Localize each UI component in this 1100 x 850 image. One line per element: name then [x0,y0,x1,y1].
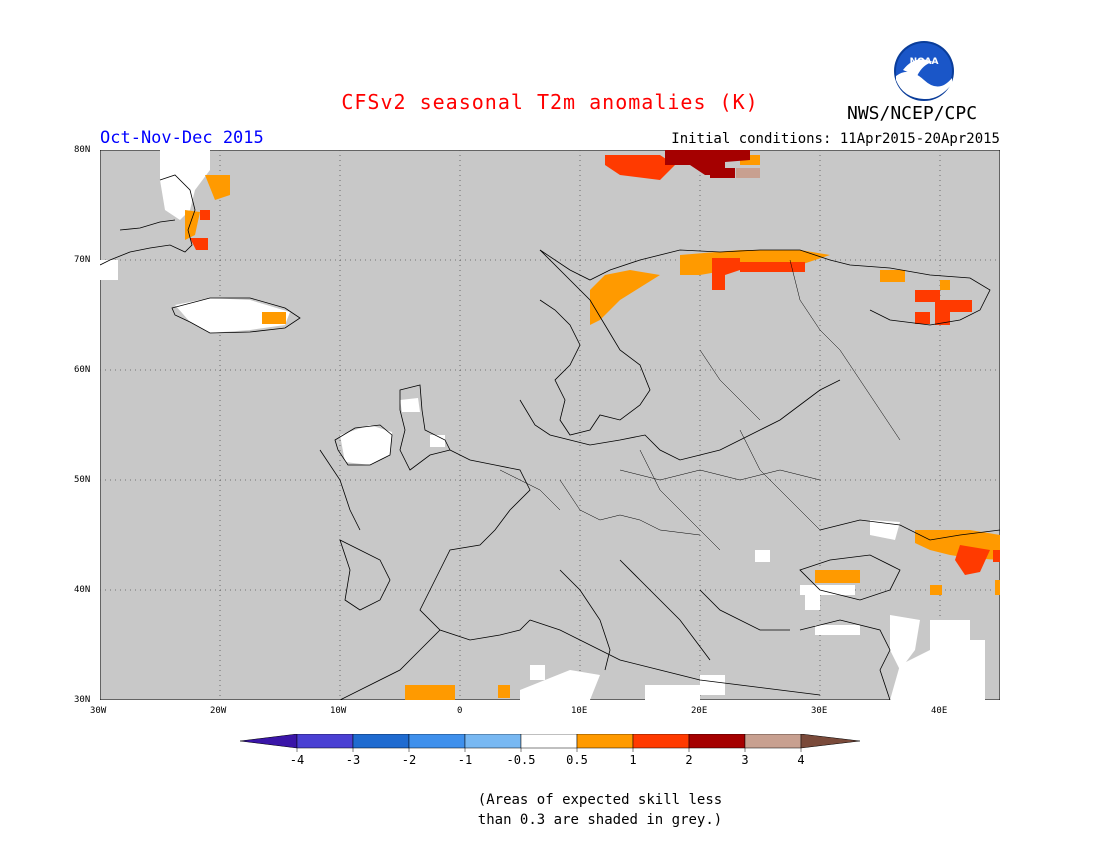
lon-label-0: 0 [457,706,463,716]
legend-swatch-2-3 [688,734,746,749]
map-background [100,150,1000,700]
skill-footnote: (Areas of expected skill less than 0.3 a… [470,790,730,830]
map-title: CFSv2 seasonal T2m anomalies (K) [341,90,759,114]
lon-label-30w: 30W [90,706,107,716]
legend-label-neg2: -2 [402,753,416,767]
borders [499,259,901,551]
legend-swatch-above-4 [800,734,860,749]
anomaly-map [100,150,1000,700]
lon-label-20w: 20W [210,706,227,716]
lat-label-70n: 70N [74,255,91,265]
legend-swatch-neg1-neg05 [464,734,522,749]
legend-swatch-neg3-neg2 [352,734,410,749]
lat-label-80n: 80N [74,145,91,155]
initial-conditions: Initial conditions: 11Apr2015-20Apr2015 [671,131,1000,147]
logo-text: NOAA [910,57,939,67]
lon-label-10e: 10E [571,706,588,716]
legend-swatch-neg4-neg3 [296,734,354,749]
legend-swatch-neutral [520,734,578,749]
coastlines [100,174,1000,700]
lat-label-50n: 50N [74,475,91,485]
legend-label-neg4: -4 [290,753,304,767]
legend-swatch-below-neg4 [240,734,298,749]
legend-label-neg3: -3 [346,753,360,767]
forecast-period: Oct-Nov-Dec 2015 [100,128,264,148]
warm-anomaly-1-2 [190,155,1000,575]
warm-anomaly-3-4 [736,168,760,178]
warm-anomaly-2-3 [665,150,750,178]
footnote-line-2: than 0.3 are shaded in grey.) [477,812,723,828]
legend-label-3: 3 [741,753,748,767]
lon-label-30e: 30E [811,706,828,716]
legend-label-1: 1 [629,753,636,767]
legend-swatch-neg2-neg1 [408,734,466,749]
legend-swatch-1-2 [632,734,690,749]
lat-label-40n: 40N [74,585,91,595]
legend-swatch-3-4 [744,734,802,749]
legend-label-4: 4 [797,753,804,767]
legend-label-neg05: -0.5 [507,753,536,767]
lat-label-30n: 30N [74,695,91,705]
lat-label-60n: 60N [74,365,91,375]
color-legend: -4 -3 -2 -1 -0.5 0.5 1 2 3 4 [240,734,860,767]
lon-label-20e: 20E [691,706,708,716]
lon-label-10w: 10W [330,706,347,716]
noaa-logo: NOAA [894,41,954,101]
legend-label-2: 2 [685,753,692,767]
footnote-line-1: (Areas of expected skill less [477,792,723,808]
legend-label-neg1: -1 [458,753,472,767]
agency-label: NWS/NCEP/CPC [847,103,978,124]
legend-label-05: 0.5 [566,753,588,767]
legend-swatch-05-1 [576,734,634,749]
lon-label-40e: 40E [931,706,948,716]
